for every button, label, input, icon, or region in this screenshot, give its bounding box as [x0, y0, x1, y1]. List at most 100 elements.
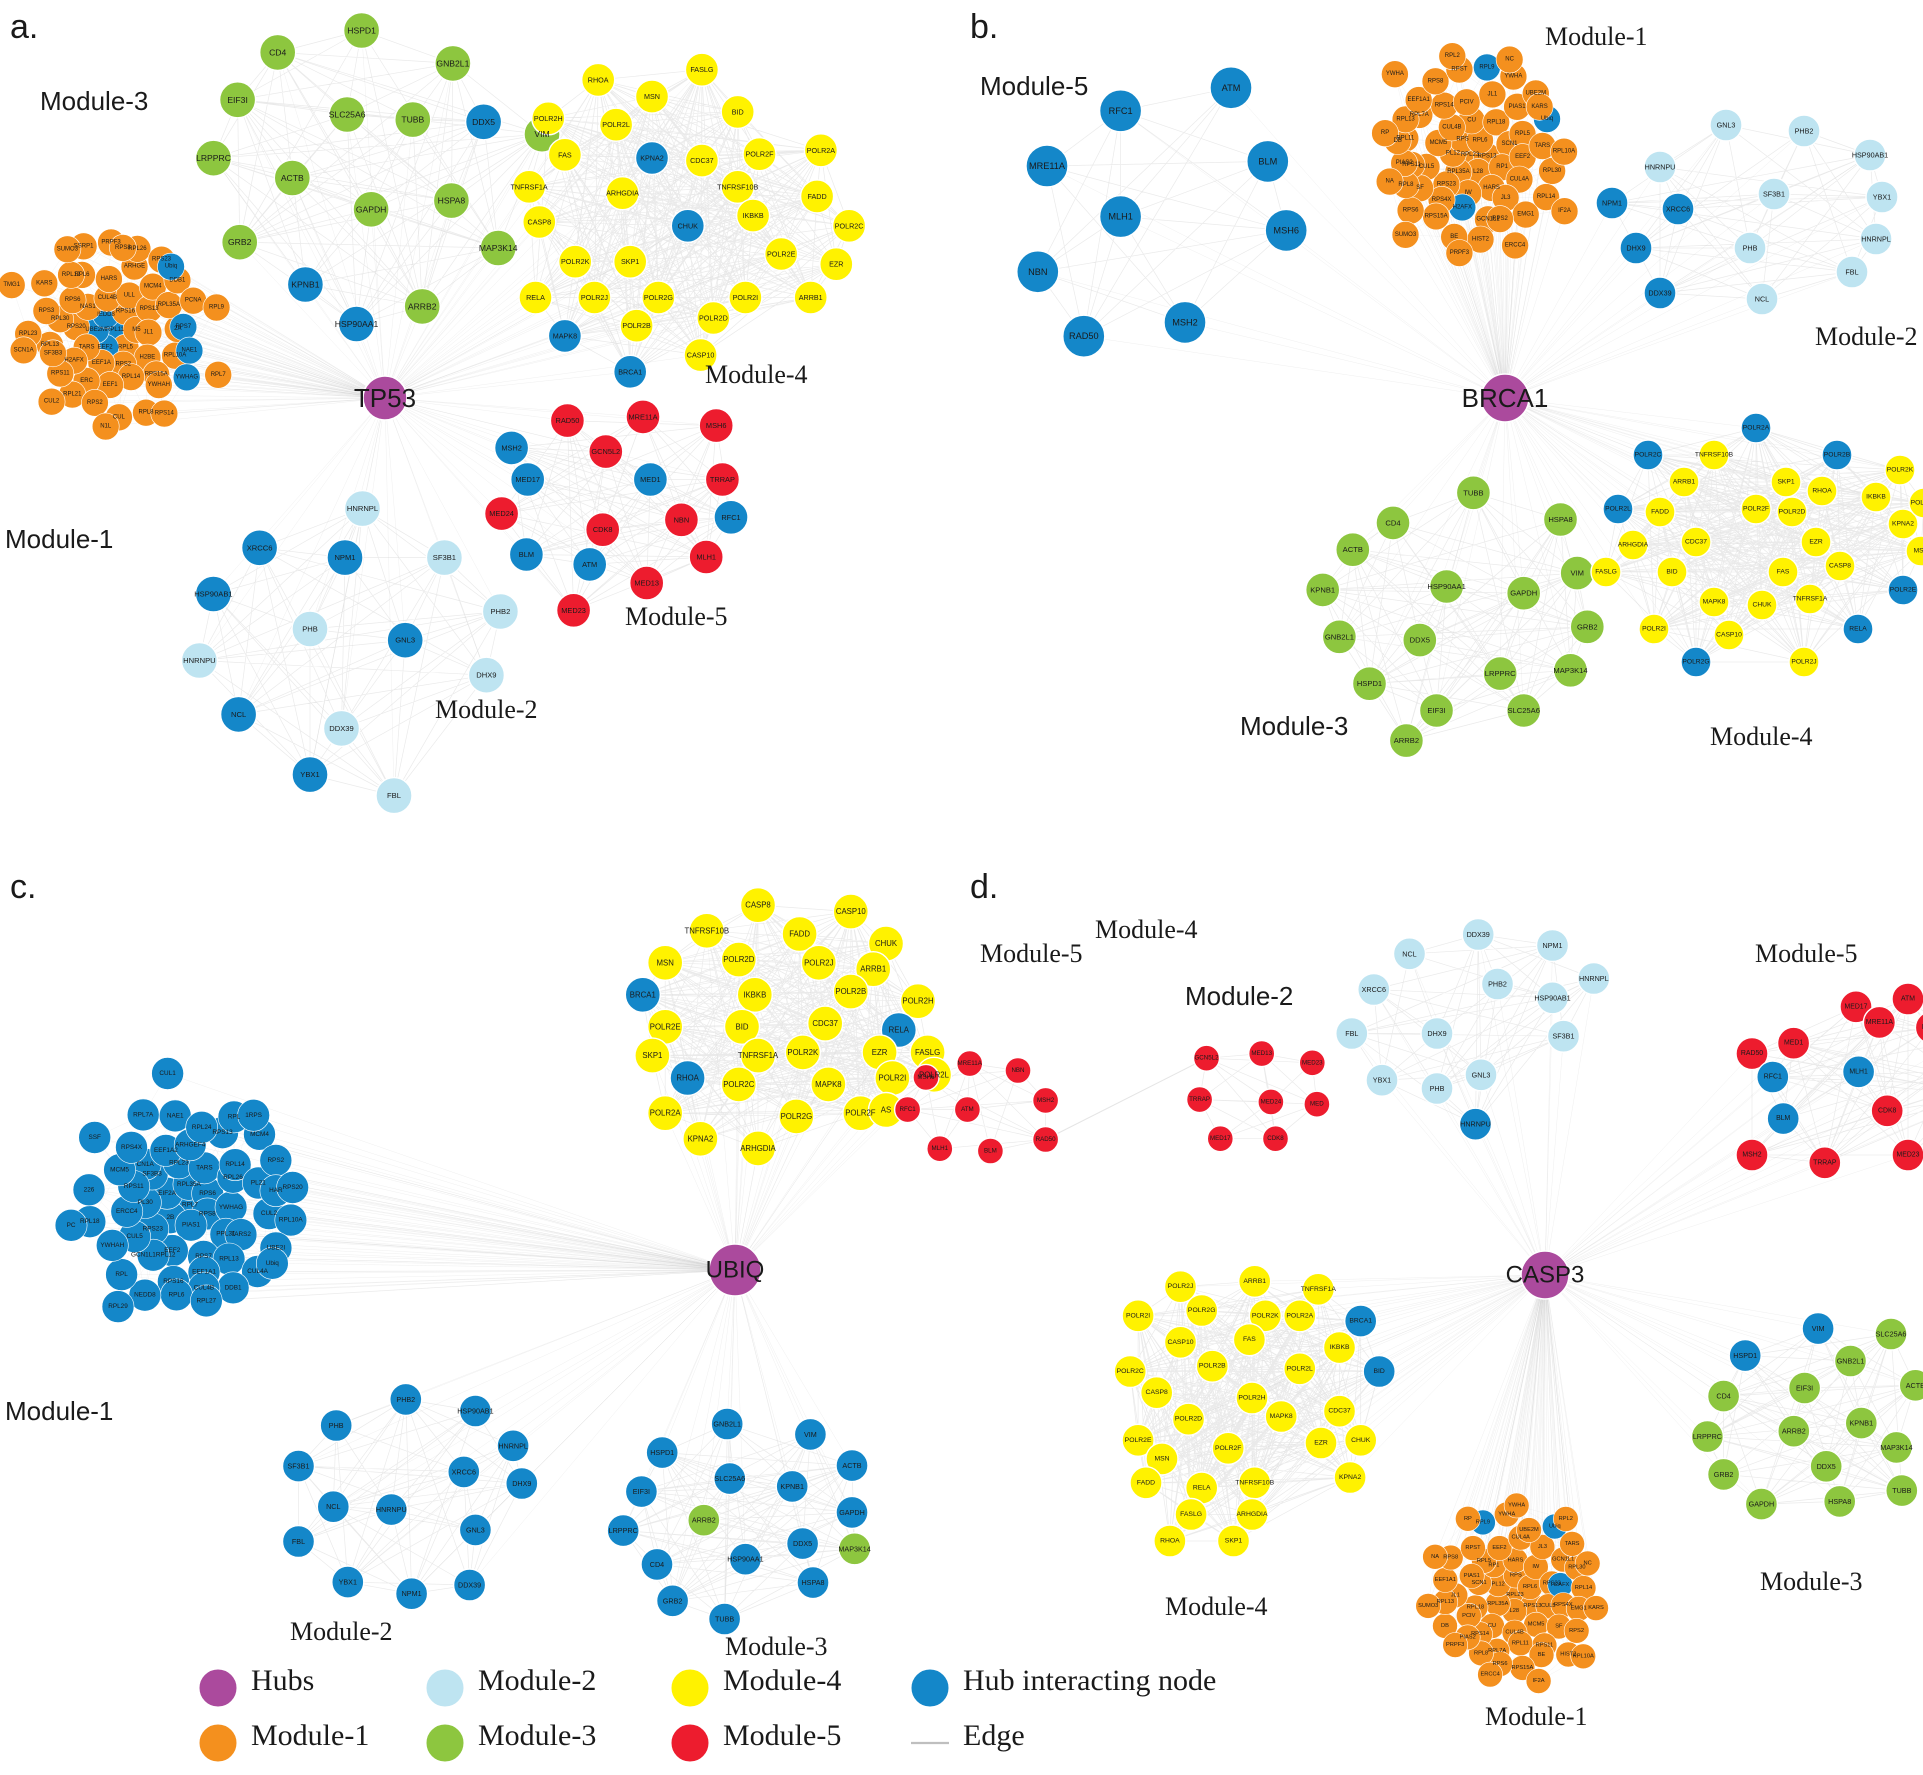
svg-text:POLR2K: POLR2K	[1887, 467, 1914, 474]
svg-text:CU: CU	[1488, 1623, 1496, 1629]
svg-text:Module-5: Module-5	[723, 1719, 841, 1752]
svg-text:POLR2F: POLR2F	[746, 150, 775, 159]
svg-text:POLR2E: POLR2E	[650, 1022, 681, 1031]
svg-text:RPL7A: RPL7A	[133, 1111, 154, 1118]
svg-text:CUL4A: CUL4A	[1512, 1535, 1531, 1541]
svg-text:POLR2C: POLR2C	[1117, 1368, 1144, 1375]
svg-text:RPL5: RPL5	[1515, 131, 1531, 137]
svg-text:SF: SF	[1416, 185, 1424, 191]
svg-text:RPL14: RPL14	[1575, 1585, 1592, 1591]
svg-text:RPL8: RPL8	[1398, 182, 1414, 188]
svg-text:DDX39: DDX39	[329, 724, 353, 733]
svg-text:CHUK: CHUK	[1351, 1437, 1371, 1444]
svg-text:RPL: RPL	[228, 1113, 241, 1120]
svg-text:GCN1L1RPL12: GCN1L1RPL12	[131, 1252, 176, 1259]
svg-text:BID: BID	[732, 107, 744, 116]
svg-text:NCL: NCL	[1402, 949, 1416, 958]
svg-text:Module-4: Module-4	[705, 360, 808, 389]
svg-text:MAPK8: MAPK8	[815, 1080, 841, 1089]
svg-text:RPS4X: RPS4X	[121, 1144, 143, 1151]
svg-text:NC: NC	[1505, 57, 1514, 63]
svg-text:RPL30: RPL30	[51, 316, 70, 322]
svg-text:BLM: BLM	[984, 1148, 997, 1155]
svg-text:IEDD8: IEDD8	[97, 312, 115, 318]
svg-text:RPS2: RPS2	[87, 400, 103, 406]
svg-text:MCM5: MCM5	[1430, 140, 1448, 146]
svg-text:EMG1: EMG1	[1517, 212, 1535, 218]
svg-text:CHUK: CHUK	[1753, 602, 1772, 609]
svg-text:d.: d.	[970, 868, 998, 906]
svg-text:SKP1: SKP1	[621, 257, 639, 266]
svg-text:SF: SF	[1555, 1624, 1563, 1630]
svg-text:Module-2: Module-2	[1185, 981, 1293, 1011]
svg-text:Edge: Edge	[963, 1719, 1025, 1752]
svg-text:KPNA2: KPNA2	[640, 154, 664, 163]
svg-text:HNRNPL: HNRNPL	[347, 504, 378, 513]
svg-text:GCN5L2: GCN5L2	[591, 447, 620, 456]
svg-text:CUL4B: CUL4B	[194, 1285, 215, 1292]
svg-text:EZR: EZR	[829, 260, 843, 269]
svg-text:HARS: HARS	[101, 276, 118, 282]
svg-text:TUBB: TUBB	[401, 115, 424, 125]
svg-text:BID: BID	[1666, 569, 1677, 576]
svg-text:HAR: HAR	[269, 1187, 283, 1194]
svg-text:NAS1: NAS1	[80, 304, 96, 310]
svg-text:JL1: JL1	[1451, 1592, 1460, 1598]
svg-text:MRE11A: MRE11A	[1029, 161, 1066, 171]
svg-text:RPS8: RPS8	[115, 245, 131, 251]
svg-text:RPL35A: RPL35A	[158, 302, 180, 308]
svg-text:PIAS1: PIAS1	[182, 1222, 201, 1229]
svg-text:MCM5: MCM5	[110, 1166, 129, 1173]
svg-text:RPS11: RPS11	[1536, 1642, 1554, 1648]
svg-text:MSH2: MSH2	[1172, 317, 1198, 327]
svg-text:CUL4A: CUL4A	[1510, 177, 1529, 183]
svg-text:RPS7: RPS7	[195, 1253, 212, 1260]
svg-text:GNL3: GNL3	[395, 636, 415, 645]
svg-text:CN1A: CN1A	[137, 1161, 155, 1168]
svg-text:POLR2B: POLR2B	[622, 321, 651, 330]
svg-text:PIAS2: PIAS2	[1460, 1634, 1476, 1640]
svg-text:IF2A: IF2A	[1558, 208, 1571, 214]
svg-text:L28: L28	[1510, 1608, 1520, 1614]
svg-text:SKP1: SKP1	[1777, 479, 1794, 486]
svg-text:EEF2: EEF2	[1515, 154, 1531, 160]
svg-text:POLR2B: POLR2B	[835, 987, 866, 996]
svg-text:ARRB2: ARRB2	[692, 1516, 716, 1525]
svg-text:Module-1: Module-1	[1545, 22, 1648, 51]
svg-text:XRCC6: XRCC6	[1666, 205, 1690, 214]
svg-text:POLR2F: POLR2F	[1743, 506, 1769, 513]
svg-text:MSH2: MSH2	[501, 443, 522, 452]
svg-text:CDC37: CDC37	[1685, 539, 1707, 546]
svg-text:FADD: FADD	[808, 192, 827, 201]
svg-text:ATM: ATM	[582, 560, 597, 569]
svg-text:RPL10A: RPL10A	[1553, 149, 1575, 155]
svg-text:SKP1: SKP1	[642, 1051, 662, 1060]
svg-text:CUL5: CUL5	[1419, 164, 1435, 170]
svg-text:RPL14: RPL14	[225, 1161, 245, 1168]
svg-text:RPL18: RPL18	[1487, 119, 1506, 125]
svg-text:LRPPRC: LRPPRC	[1693, 1432, 1722, 1441]
svg-text:Module-4: Module-4	[1165, 1592, 1268, 1621]
svg-text:GAPDH: GAPDH	[839, 1508, 865, 1517]
svg-text:BID: BID	[736, 1022, 749, 1031]
svg-text:FADD: FADD	[789, 930, 810, 939]
svg-text:PCIV: PCIV	[1462, 1613, 1475, 1619]
svg-text:ATM: ATM	[1901, 996, 1915, 1003]
svg-text:NAE1: NAE1	[167, 1112, 184, 1119]
svg-text:RELA: RELA	[889, 1026, 910, 1035]
svg-text:POLR2J: POLR2J	[1791, 659, 1816, 666]
svg-text:Ubiq: Ubiq	[266, 1260, 280, 1267]
svg-text:Module-3: Module-3	[1240, 711, 1348, 741]
svg-text:c.: c.	[10, 868, 36, 906]
svg-text:MSH2: MSH2	[1037, 1097, 1055, 1104]
svg-text:POLR2H: POLR2H	[902, 997, 933, 1006]
svg-text:CASP8: CASP8	[1829, 563, 1851, 570]
svg-text:DHX9: DHX9	[1427, 1029, 1446, 1038]
svg-text:CDC37: CDC37	[690, 156, 714, 165]
svg-text:CDK8: CDK8	[1267, 1135, 1284, 1142]
svg-text:PL12: PL12	[1446, 151, 1461, 157]
svg-text:HSPA8: HSPA8	[801, 1578, 824, 1587]
svg-text:Module-5: Module-5	[1755, 939, 1858, 968]
svg-text:MRE11A: MRE11A	[1866, 1019, 1893, 1026]
svg-text:LRPPRC: LRPPRC	[196, 153, 231, 163]
